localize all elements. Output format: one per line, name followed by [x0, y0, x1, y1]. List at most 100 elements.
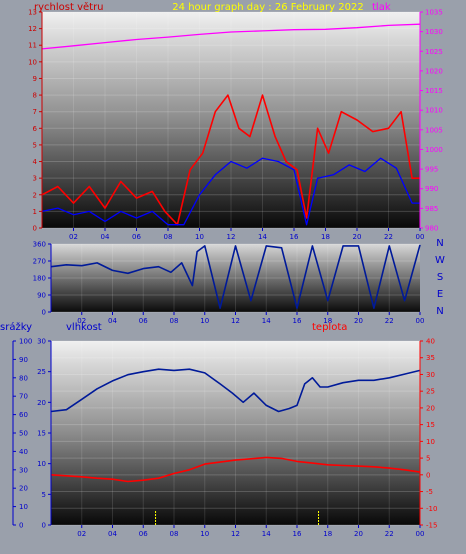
chart2-x-tick-label: 16	[293, 317, 302, 325]
chart1-x-tick-label: 00	[416, 233, 425, 241]
chart1-x-tick-label: 06	[132, 233, 141, 241]
chart3-x-tick-label: 14	[262, 530, 271, 538]
chart3-x-tick-label: 12	[231, 530, 240, 538]
chart1-left-tick-label: 11	[28, 42, 37, 50]
chart2-x-tick-label: 02	[77, 317, 86, 325]
chart1-right-tick-label: 1030	[425, 28, 443, 36]
chart3-rain-tick-label: 10	[19, 503, 28, 511]
chart3-x-tick-label: 02	[77, 530, 86, 538]
chart3-temperature-tick-label: -5	[426, 488, 433, 496]
chart3-humidity-tick-label: 15	[37, 430, 46, 438]
chart1-right-tick-label: 990	[425, 185, 438, 193]
chart3-humidity-tick-label: 25	[37, 368, 46, 376]
chart3-rain-tick-label: 80	[19, 374, 28, 382]
chart3-rain-tick-label: 40	[19, 448, 28, 456]
chart2-series-wind_direction	[50, 244, 421, 310]
chart2-left-tick-label: 0	[42, 309, 46, 317]
chart3-humidity-tick-label: 30	[37, 338, 46, 346]
chart2-x-tick-label: 08	[170, 317, 179, 325]
chart1-right-tick-label: 1010	[425, 107, 443, 115]
chart3-rain-tick-label: 70	[19, 393, 28, 401]
chart3-x-tick-label: 00	[416, 530, 425, 538]
chart2-series	[50, 244, 421, 310]
chart3-humidity-tick-label: 10	[37, 460, 46, 468]
chart3-series	[50, 368, 421, 525]
chart3-humidity-tick-label: 20	[37, 399, 46, 407]
chart1-x-tick-label: 04	[101, 233, 110, 241]
chart3-rain-tick-label: 20	[19, 485, 28, 493]
chart2-compass-label: N	[436, 238, 443, 249]
chart2-compass-label: W	[435, 255, 445, 266]
chart1-right-tick-label: 995	[425, 166, 438, 174]
chart1-left-tick-label: 5	[33, 141, 37, 149]
chart1-left-tick-label: 0	[33, 225, 37, 233]
chart3-rain-tick-label: 0	[19, 522, 23, 530]
chart3-temperature-tick-label: 25	[426, 388, 435, 396]
chart3-temperature-tick-label: 20	[426, 404, 435, 412]
chart3-temperature-tick-label: 10	[426, 438, 435, 446]
chart3-rain-axis-label: srážky	[0, 321, 32, 333]
chart3-plot-area	[51, 341, 420, 525]
chart3-rain-tick-label: 100	[19, 338, 32, 346]
chart1-left-tick-label: 2	[33, 191, 37, 199]
chart1-x-tick-label: 14	[258, 233, 267, 241]
chart3-x-tick-label: 06	[139, 530, 148, 538]
chart1-right-axis-label: tlak	[372, 2, 391, 13]
chart3-x-tick-label: 16	[293, 530, 302, 538]
chart1-x-tick-label: 12	[227, 233, 236, 241]
chart3-rain-tick-label: 30	[19, 466, 28, 474]
chart3-x-tick-label: 22	[385, 530, 394, 538]
chart1-left-tick-label: 4	[33, 158, 38, 166]
chart1-series	[41, 23, 421, 226]
chart2-compass-label: E	[437, 289, 443, 300]
chart1-left-tick-label: 7	[33, 108, 37, 116]
chart3-temperature-tick-label: 0	[426, 471, 430, 479]
chart3-axes: 0102030405060708090100051015202530-15-10…	[12, 338, 437, 538]
chart2-left-tick-label: 270	[33, 258, 46, 266]
chart3-x-tick-label: 20	[354, 530, 363, 538]
chart1-x-tick-label: 18	[321, 233, 330, 241]
chart1-right-tick-label: 985	[425, 205, 438, 213]
chart1-left-tick-label: 9	[33, 75, 37, 83]
chart2-left-tick-label: 90	[37, 292, 46, 300]
chart1-left-tick-label: 13	[28, 9, 37, 17]
chart3-humidity-axis-label: vlhkost	[66, 322, 102, 333]
chart2-plot-area	[51, 244, 420, 312]
chart2-left-tick-label: 360	[33, 241, 46, 249]
chart3-series-temperature	[50, 456, 421, 483]
chart2-x-tick-label: 10	[200, 317, 209, 325]
chart1-series-wind	[41, 94, 420, 226]
chart1-x-tick-label: 16	[290, 233, 299, 241]
chart1-right-tick-label: 1015	[425, 87, 443, 95]
chart1-title: 24 hour graph day : 26 February 2022	[172, 2, 363, 13]
chart2-x-tick-label: 04	[108, 317, 117, 325]
chart3-rain-tick-label: 50	[19, 430, 28, 438]
chart3-x-tick-label: 04	[108, 530, 117, 538]
chart3-temperature-axis-label: teplota	[312, 322, 347, 333]
chart3-x-tick-label: 10	[200, 530, 209, 538]
chart3-temperature-tick-label: 5	[426, 455, 430, 463]
chart1-left-tick-label: 3	[33, 175, 37, 183]
chart3-humidity-tick-label: 0	[42, 522, 46, 530]
chart2-x-tick-label: 20	[354, 317, 363, 325]
chart1-x-tick-label: 02	[69, 233, 78, 241]
chart2-x-tick-label: 14	[262, 317, 271, 325]
chart3-temperature-tick-label: 15	[426, 421, 435, 429]
chart1-x-tick-label: 08	[164, 233, 173, 241]
chart1-axes: 0123456789101112139809859909951000100510…	[28, 9, 443, 242]
chart3-x-tick-label: 08	[170, 530, 179, 538]
chart2-x-tick-label: 18	[323, 317, 332, 325]
chart1-left-tick-label: 1	[33, 208, 37, 216]
chart2-left-tick-label: 180	[33, 275, 46, 283]
chart1-right-tick-label: 1000	[425, 146, 443, 154]
chart1-grid	[42, 11, 420, 229]
chart3-temperature-tick-label: -10	[426, 505, 437, 513]
chart1-left-tick-label: 6	[33, 125, 38, 133]
chart3-rain-tick-label: 60	[19, 411, 28, 419]
chart1-x-tick-label: 10	[195, 233, 204, 241]
chart1-x-tick-label: 22	[384, 233, 393, 241]
chart1-left-tick-label: 10	[28, 58, 37, 66]
